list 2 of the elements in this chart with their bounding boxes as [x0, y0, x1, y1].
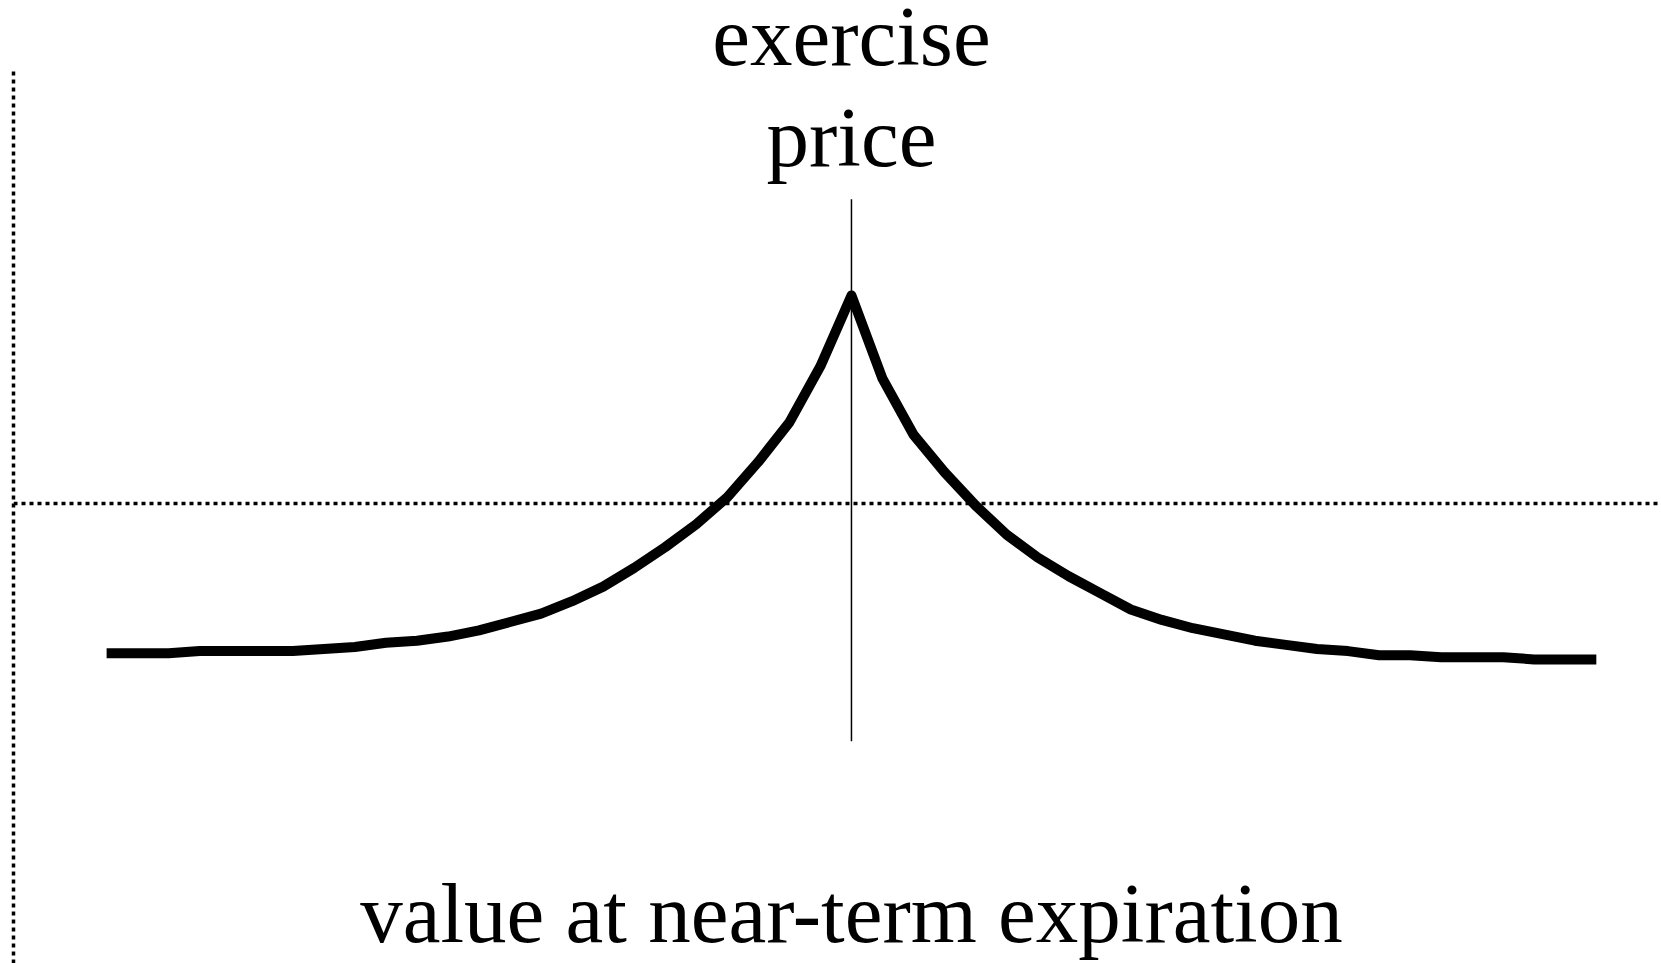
text: exercise price [712, 0, 991, 184]
text: value at near-term expiration [360, 866, 1343, 961]
